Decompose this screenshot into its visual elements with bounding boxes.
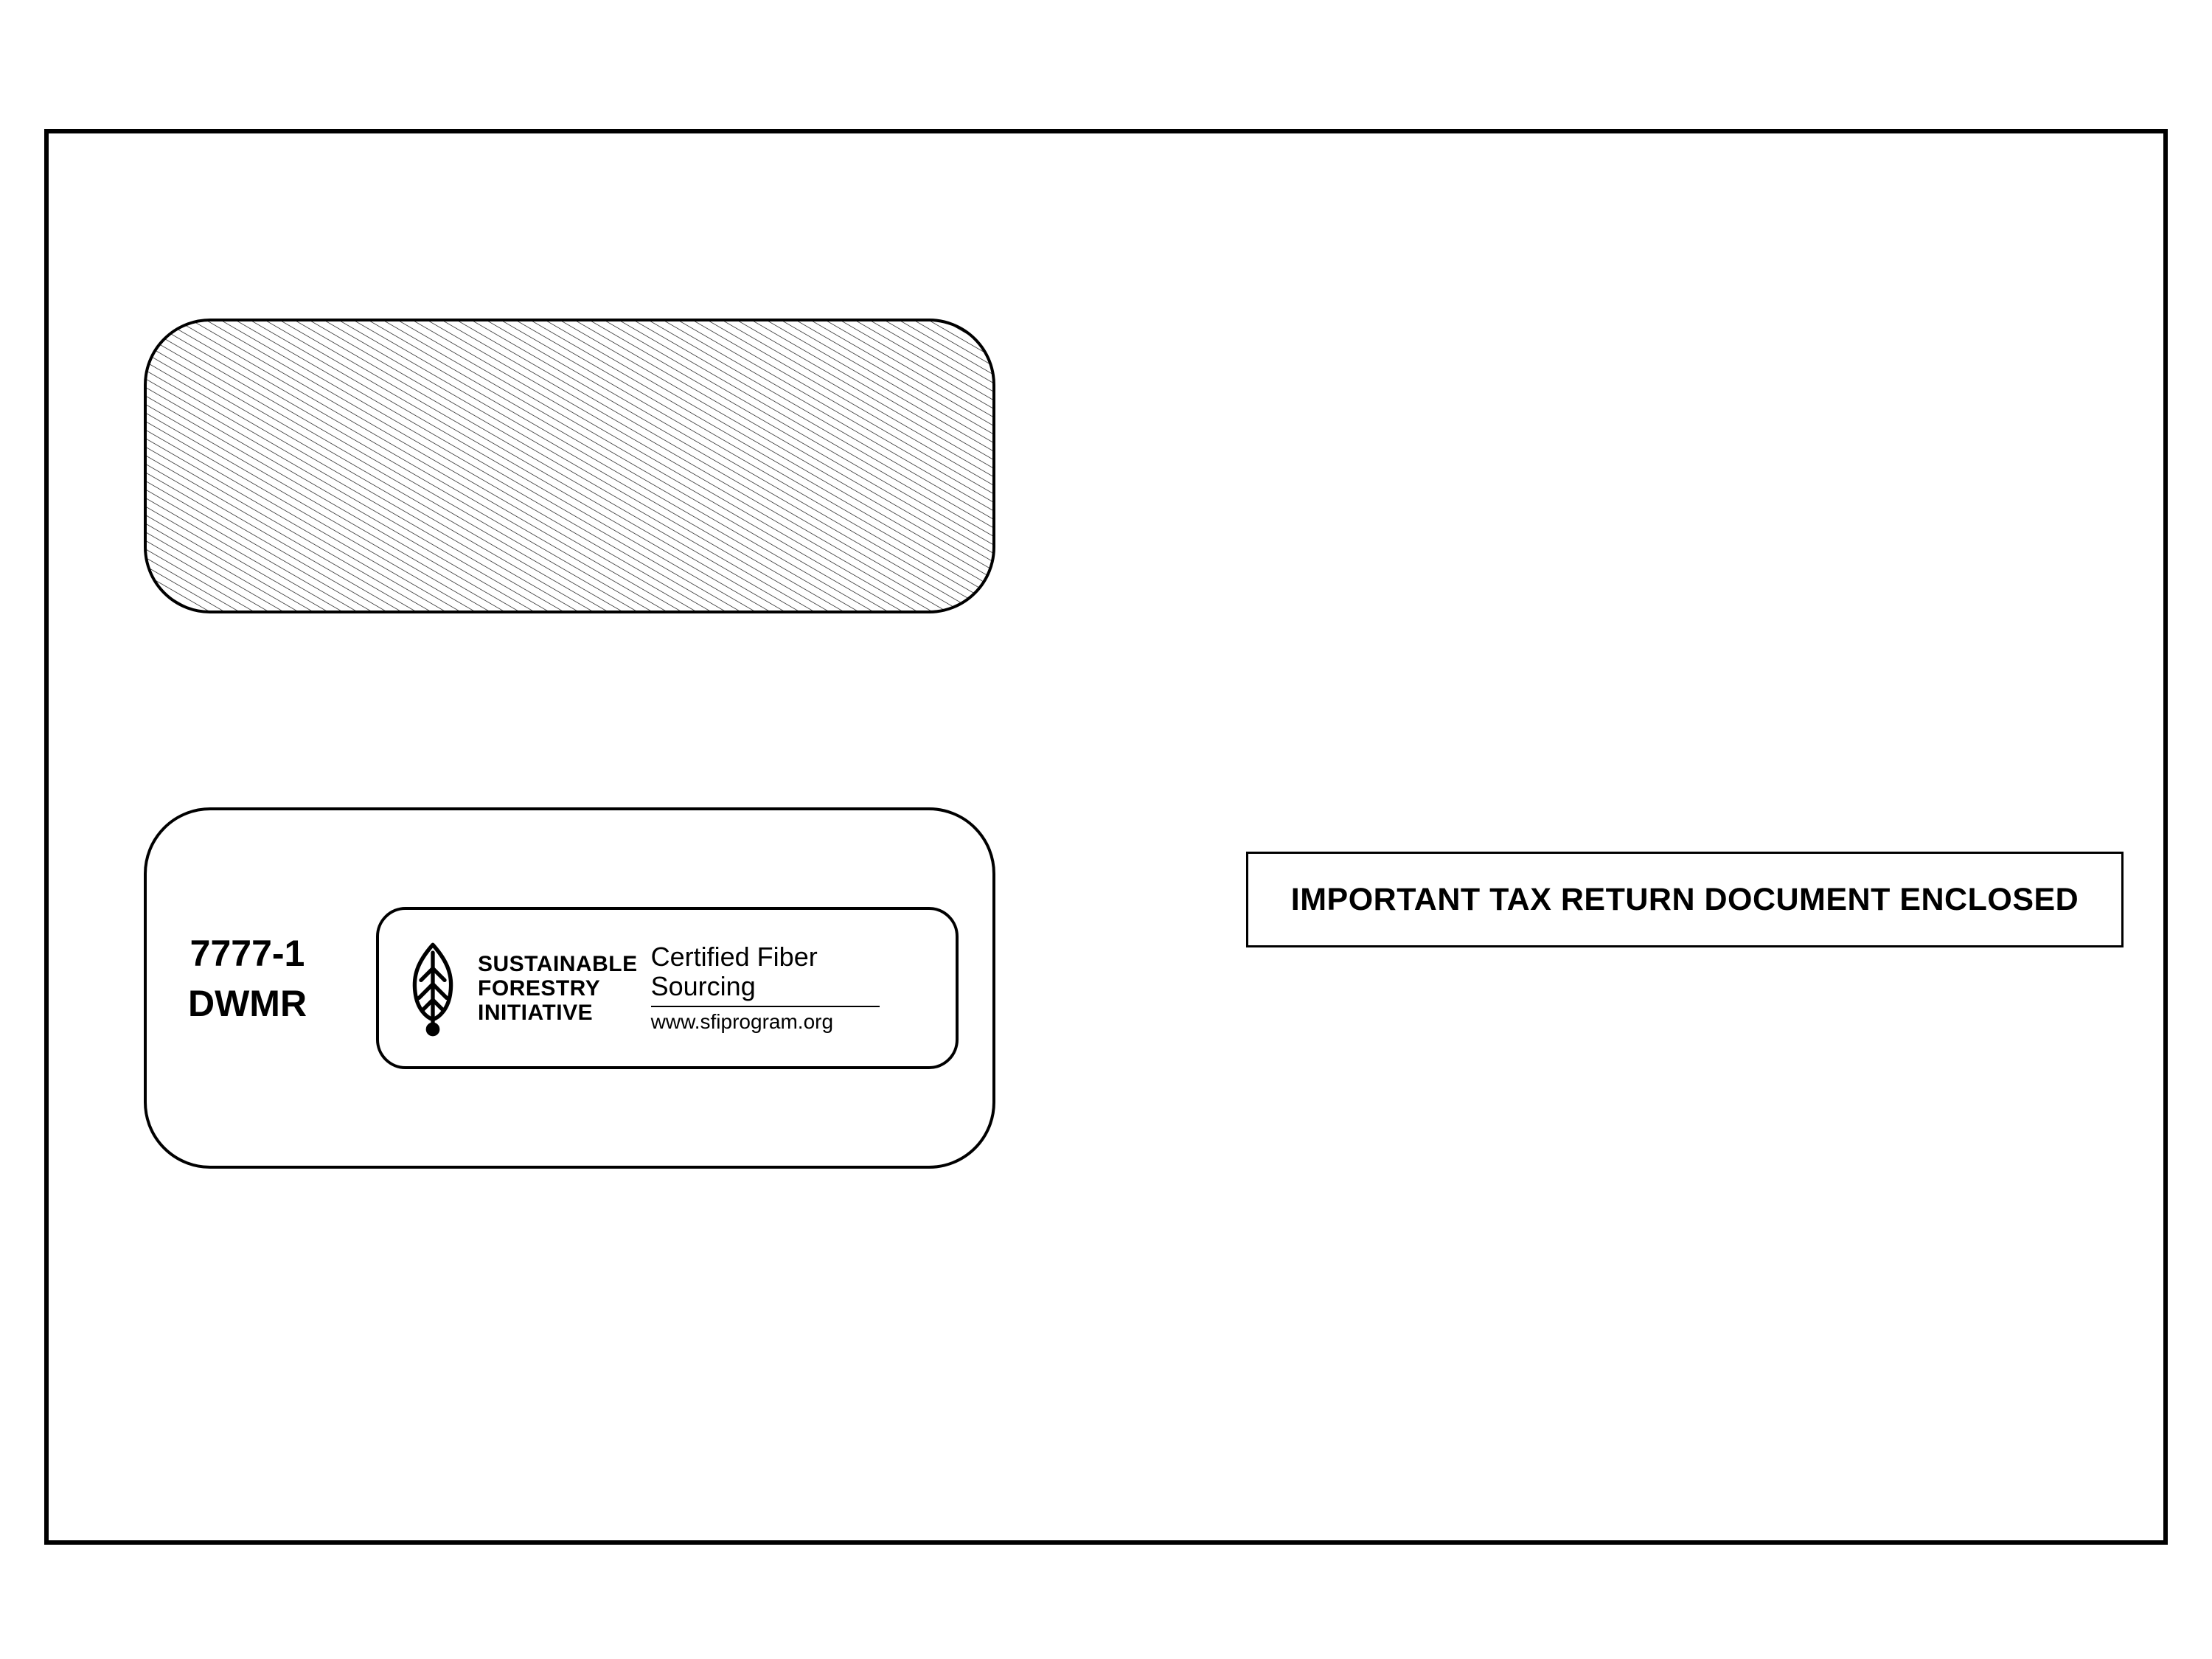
return-address-window <box>144 319 995 613</box>
sfi-name: SUSTAINABLE FORESTRY INITIATIVE <box>478 952 638 1025</box>
notice-box: IMPORTANT TAX RETURN DOCUMENT ENCLOSED <box>1246 852 2124 947</box>
sfi-divider <box>651 1006 880 1007</box>
sfi-badge: SUSTAINABLE FORESTRY INITIATIVE Certifie… <box>376 907 959 1069</box>
notice-text: IMPORTANT TAX RETURN DOCUMENT ENCLOSED <box>1291 882 2079 918</box>
sfi-name-line2: FORESTRY <box>478 976 638 1001</box>
sfi-leaf-icon <box>392 929 473 1047</box>
sfi-name-line1: SUSTAINABLE <box>478 952 638 976</box>
product-code-line2: DWMR <box>188 979 307 1029</box>
sfi-cert-line2: Sourcing <box>651 972 880 1001</box>
sfi-cert-block: Certified Fiber Sourcing www.sfiprogram.… <box>651 942 880 1033</box>
product-code-line1: 7777-1 <box>188 929 307 979</box>
sfi-url: www.sfiprogram.org <box>651 1010 880 1034</box>
hatch-pattern <box>144 319 995 613</box>
product-code: 7777-1 DWMR <box>188 929 307 1029</box>
sfi-cert-line1: Certified Fiber <box>651 942 880 972</box>
sfi-name-line3: INITIATIVE <box>478 1001 638 1025</box>
